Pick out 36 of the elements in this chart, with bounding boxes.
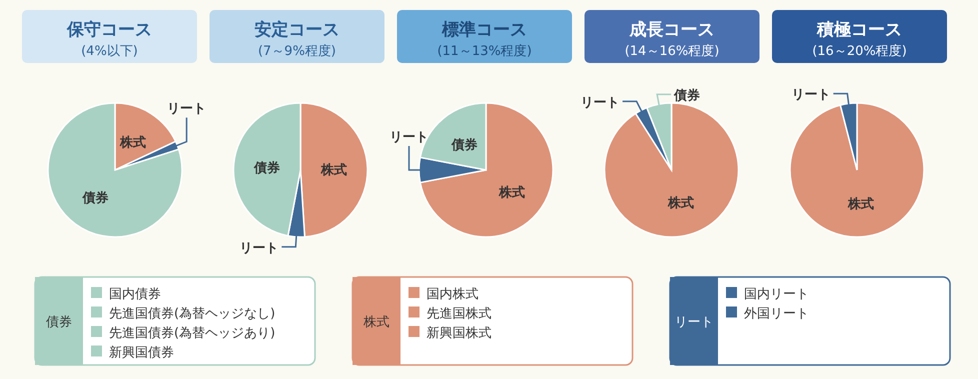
chart-subtitle: (16～20%程度) (812, 43, 907, 59)
chart-subtitle: (4%以下) (81, 44, 138, 59)
text: 株式 (362, 315, 390, 330)
text: 先進国債券(為替ヘッジあり) (109, 326, 276, 341)
slice-label: 株式 (320, 162, 347, 178)
slice-label: 債券 (673, 88, 700, 104)
chart-title: 積極コース (816, 20, 902, 40)
slice-label: 株式 (847, 196, 874, 212)
slice-label: リート (240, 240, 279, 256)
slice-label: 株式 (498, 184, 525, 200)
text: 新興国株式 (426, 326, 492, 341)
slice-label: 債券 (450, 138, 478, 154)
text: 国内リート (744, 287, 809, 302)
chart-title: 標準コース (441, 20, 527, 40)
text: 新興国債券 (109, 346, 174, 360)
chart-subtitle: (11～13%程度) (437, 43, 532, 59)
text: 国内株式 (426, 287, 478, 302)
chart-title: 成長コース (628, 20, 714, 40)
slice-label: リート (390, 130, 428, 145)
slice-label: 株式 (666, 195, 694, 212)
chart-title: 安定コース (254, 20, 340, 40)
text: 外国リート (744, 306, 809, 322)
chart-title: 保守コース (66, 20, 152, 40)
slice-label: リート (791, 88, 830, 103)
slice-label: 株式 (118, 134, 146, 151)
slice-label: リート (580, 95, 620, 110)
text: 債券 (46, 315, 72, 330)
text: 先進国債券(為替ヘッジなし) (109, 306, 276, 322)
chart-subtitle: (14～16%程度) (624, 43, 720, 59)
slice-label: 債券 (253, 160, 280, 176)
slice-label: リート (167, 102, 206, 117)
chart-subtitle: (7～9%程度) (258, 43, 336, 59)
text: 国内債券 (109, 287, 161, 302)
text: リート (674, 315, 714, 330)
text: 先進国株式 (426, 306, 492, 322)
slice-label: 債券 (81, 191, 108, 206)
